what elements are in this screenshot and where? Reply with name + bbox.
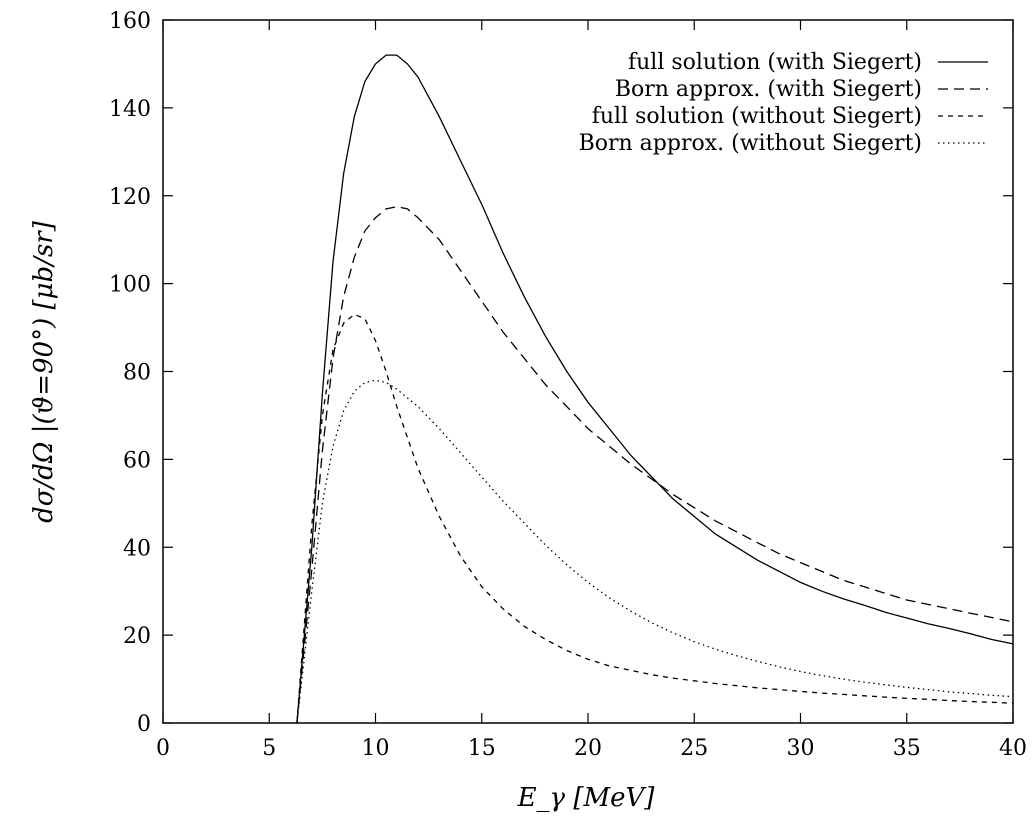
legend-label-0: full solution (with Siegert) xyxy=(628,50,922,75)
x-tick-label-7: 35 xyxy=(893,736,921,761)
y-tick-label-2: 40 xyxy=(123,536,151,561)
legend: full solution (with Siegert)Born approx.… xyxy=(579,50,988,156)
tick-labels: 0 5 10 15 20 25 30 35 40 0 20 40 60 80 100 120 140 160 xyxy=(109,9,1027,761)
series-line-1 xyxy=(296,206,1014,724)
x-tick-label-6: 30 xyxy=(787,736,815,761)
x-tick-label-4: 20 xyxy=(574,736,602,761)
series-line-3 xyxy=(296,379,1014,724)
y-tick-label-8: 160 xyxy=(109,9,151,34)
y-axis-label: dσ/dΩ |(ϑ=90°) [μb/sr] xyxy=(29,220,59,523)
y-tick-label-6: 120 xyxy=(109,185,151,210)
x-tick-label-8: 40 xyxy=(999,736,1027,761)
series-line-2 xyxy=(296,313,1014,724)
y-tick-label-3: 60 xyxy=(123,448,151,473)
y-tick-label-7: 140 xyxy=(109,97,151,122)
legend-label-2: full solution (without Siegert) xyxy=(592,104,922,129)
y-tick-label-5: 100 xyxy=(109,273,151,298)
y-tick-label-0: 0 xyxy=(137,712,151,737)
x-tick-label-5: 25 xyxy=(680,736,708,761)
y-tick-label-4: 80 xyxy=(123,361,151,386)
legend-label-1: Born approx. (with Siegert) xyxy=(615,77,922,102)
legend-label-3: Born approx. (without Siegert) xyxy=(579,131,922,156)
x-tick-label-2: 10 xyxy=(362,736,390,761)
y-axis-label-text: dσ/dΩ |(ϑ=90°) [μb/sr] xyxy=(29,220,59,523)
x-tick-label-0: 0 xyxy=(156,736,170,761)
plot-frame xyxy=(162,19,1014,724)
x-tick-label-3: 15 xyxy=(468,736,496,761)
x-axis-label-text: E_γ [MeV] xyxy=(517,783,656,813)
x-tick-label-1: 5 xyxy=(262,736,276,761)
x-axis-label: E_γ [MeV] xyxy=(517,783,656,813)
series-line-0 xyxy=(296,54,1014,724)
y-tick-label-1: 20 xyxy=(123,624,151,649)
series-lines xyxy=(296,54,1014,724)
